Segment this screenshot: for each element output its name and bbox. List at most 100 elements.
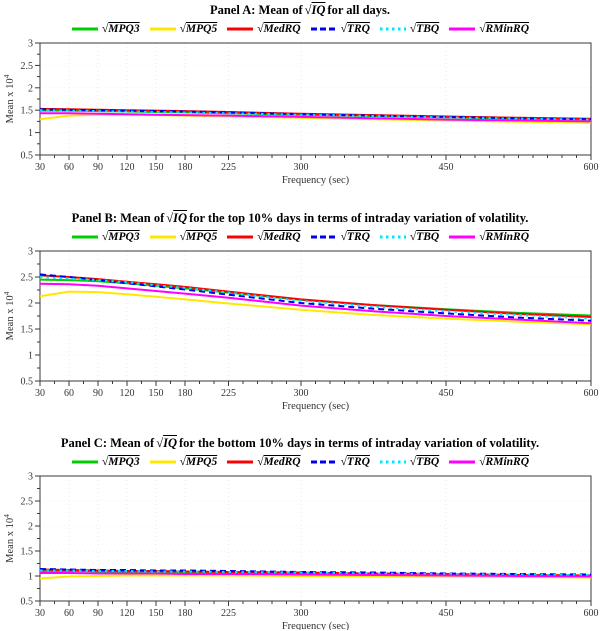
legend-item-trq: √TRQ: [310, 231, 370, 243]
panel-b-chart: 30 60 90 120 150 180 225 300 450 600 0.5 1 1.5 2 2.5 3 F…: [2, 247, 599, 413]
panel-c-title: Panel C: Mean of √IQ for the bottom 10% da…: [0, 435, 600, 451]
x-tick-label: 450: [439, 388, 454, 399]
x-tick-label: 450: [439, 162, 454, 173]
legend-line-swatch: [227, 460, 254, 463]
panel-c-legend: √MPQ3 √MPQ5 √MedRQ √TRQ √TBQ √RMinRQ: [0, 453, 600, 470]
legend-line-swatch: [71, 235, 98, 238]
panel-title-text: Panel C: Mean of: [60, 436, 155, 450]
y-tick-label: 2: [28, 299, 33, 310]
legend-line-swatch: [227, 235, 254, 238]
legend-line-swatch: [227, 27, 254, 30]
y-tick-label: 2: [28, 83, 33, 94]
legend-item-medrq: √MedRQ: [226, 231, 301, 243]
legend-series-name: MPQ5: [185, 230, 218, 243]
legend-label: √TRQ: [341, 231, 370, 243]
legend-line-swatch: [379, 235, 406, 238]
y-tick-label: 2.5: [21, 273, 34, 284]
x-tick-label: 180: [178, 608, 193, 619]
axes-box: [39, 475, 592, 602]
radical-arg: IQ: [311, 3, 326, 17]
y-tick-label: 3: [28, 39, 33, 50]
legend-series-name: TBQ: [416, 22, 440, 35]
radical-sign: √: [340, 230, 347, 243]
legend-line-swatch: [149, 460, 176, 463]
legend-label: √MPQ3: [102, 23, 140, 35]
legend-line-swatch: [449, 460, 476, 463]
legend-series-name: MedRQ: [263, 22, 301, 35]
y-axis-label: Mean x 104: [2, 291, 16, 340]
legend-label: √TBQ: [410, 456, 439, 468]
y-tick-label: 1: [28, 351, 33, 362]
y-tick-label: 3: [28, 247, 33, 258]
y-tick-label: 0.5: [21, 377, 34, 388]
radical-sign: √: [340, 455, 347, 468]
radical-arg: IQ: [163, 436, 177, 450]
x-tick-label: 300: [294, 608, 309, 619]
series-line-rminrq: [40, 112, 592, 123]
radical-sign: √: [409, 230, 417, 243]
legend-item-mpq3: √MPQ3: [71, 456, 140, 468]
legend-label: √MPQ3: [102, 231, 140, 243]
panel-a-legend: √MPQ3 √MPQ5 √MedRQ √TRQ √TBQ √RMinRQ: [0, 20, 600, 37]
y-tick-label: 2.5: [21, 61, 34, 72]
radical-sign: √: [101, 455, 109, 468]
legend-item-trq: √TRQ: [310, 456, 370, 468]
radical-sign: √: [179, 230, 186, 243]
legend-label: √MPQ5: [180, 231, 218, 243]
axes-box: [39, 250, 592, 382]
y-axis-label: Mean x 104: [2, 74, 16, 123]
panel-b: Panel B: Mean of √IQ for the top 10% days …: [0, 210, 600, 413]
legend-item-medrq: √MedRQ: [226, 456, 301, 468]
radical-sign: √: [166, 211, 174, 225]
y-tick-label: 0.5: [21, 151, 34, 162]
panel-b-legend: √MPQ3 √MPQ5 √MedRQ √TRQ √TBQ √RMinRQ: [0, 228, 600, 245]
legend-label: √MedRQ: [257, 23, 300, 35]
legend-line-swatch: [379, 460, 406, 463]
series-line-tbq: [39, 276, 592, 320]
x-tick-label: 90: [93, 388, 103, 399]
x-tick-label: 30: [35, 608, 45, 619]
x-axis-label: Frequency (sec): [282, 621, 350, 630]
x-tick-label: 600: [584, 608, 599, 619]
radical-sign: √: [257, 22, 264, 35]
legend-label: √MedRQ: [257, 456, 300, 468]
x-tick-label: 225: [221, 162, 236, 173]
legend-label: √RMinRQ: [479, 231, 529, 243]
y-tick-label: 2.5: [21, 497, 34, 508]
y-axis-label: Mean x 104: [2, 514, 16, 563]
legend-line-swatch: [449, 235, 476, 238]
legend-series-name: TBQ: [416, 230, 440, 243]
legend-series-name: MPQ3: [108, 230, 140, 243]
x-tick-label: 150: [149, 388, 164, 399]
legend-line-swatch: [71, 27, 98, 30]
x-tick-label: 225: [221, 608, 236, 619]
x-tick-label: 60: [64, 388, 74, 399]
legend-item-rminrq: √RMinRQ: [448, 456, 529, 468]
series-line-rminrq: [39, 282, 592, 325]
y-tick-label: 1: [28, 128, 33, 139]
x-tick-label: 180: [178, 388, 193, 399]
radical-sign: √: [409, 455, 417, 468]
legend-series-name: RMinRQ: [485, 22, 530, 35]
legend-line-swatch: [149, 27, 176, 30]
panel-title-text: for all days.: [327, 3, 391, 17]
radical-sign: √: [156, 436, 164, 450]
panel-title-text: for the top 10% days in terms of intrada…: [189, 211, 529, 225]
legend-label: √MPQ3: [102, 456, 140, 468]
x-tick-label: 120: [120, 388, 135, 399]
legend-item-rminrq: √RMinRQ: [448, 231, 529, 243]
panel-title-text: Panel B: Mean of: [71, 211, 165, 225]
sqrt-iq-math: √IQ: [156, 436, 177, 450]
y-tick-label: 3: [28, 472, 33, 483]
radical-sign: √: [304, 3, 312, 17]
panel-c-chart: 30 60 90 120 150 180 225 300 450 600 0.5 1 1.5 2 2.5 3 F…: [2, 472, 599, 631]
x-tick-label: 30: [35, 388, 45, 399]
legend-item-mpq5: √MPQ5: [149, 231, 218, 243]
legend-label: √TRQ: [341, 456, 370, 468]
radical-sign: √: [179, 455, 186, 468]
radical-sign: √: [257, 455, 264, 468]
legend-item-tbq: √TBQ: [379, 23, 439, 35]
legend-series-name: TRQ: [346, 230, 370, 243]
legend-label: √TBQ: [410, 231, 439, 243]
legend-series-name: RMinRQ: [485, 230, 530, 243]
